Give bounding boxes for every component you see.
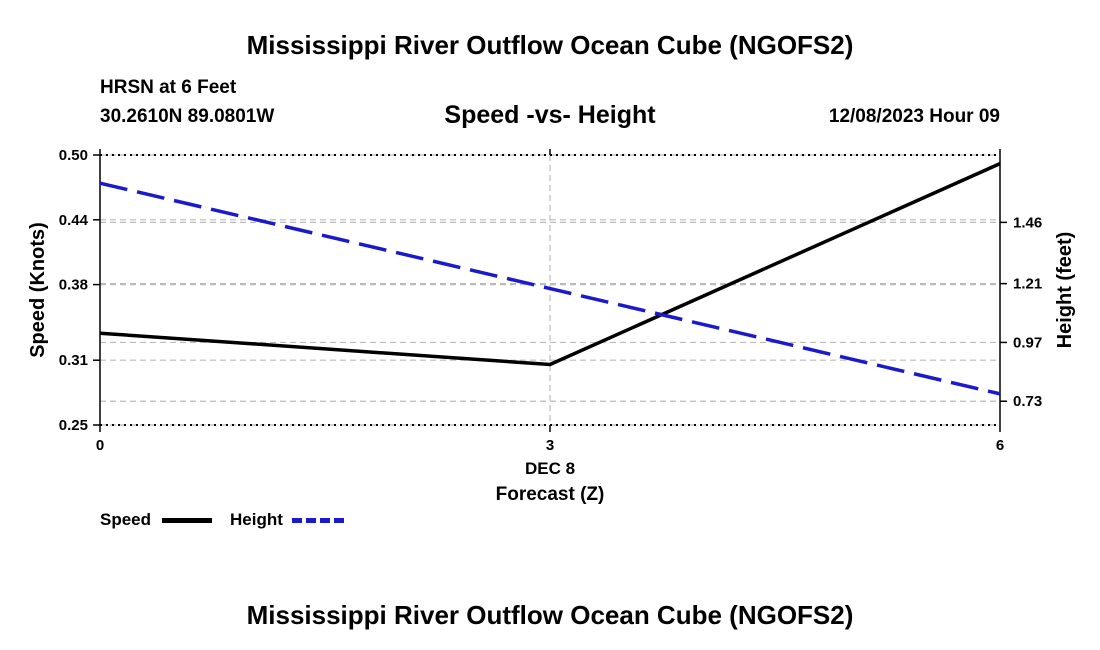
x-tick-label: 6	[996, 437, 1004, 454]
legend-height-label: Height	[230, 510, 283, 529]
chart-subtitle: Speed -vs- Height	[444, 101, 656, 129]
y-left-tick-label: 0.25	[59, 417, 88, 434]
y-right-tick-label: 0.73	[1013, 393, 1042, 410]
y-right-axis-title: Height (feet)	[1054, 232, 1076, 349]
forecast-datetime: 12/08/2023 Hour 09	[828, 106, 1000, 127]
y-right-tick-label: 0.97	[1013, 334, 1042, 351]
legend-height-line	[292, 518, 344, 523]
y-right-tick-label: 1.21	[1013, 276, 1042, 293]
x-tick-label: 0	[96, 437, 104, 454]
y-left-tick-label: 0.44	[59, 212, 89, 229]
y-left-tick-label: 0.50	[59, 147, 88, 164]
y-left-tick-label: 0.31	[59, 352, 88, 369]
x-date-label: DEC 8	[525, 459, 575, 478]
y-left-tick-label: 0.38	[59, 277, 88, 294]
series-line-speed	[99, 162, 1001, 367]
legend-speed-label: Speed	[100, 510, 152, 529]
footer-title: Mississippi River Outflow Ocean Cube (NG…	[246, 600, 854, 630]
y-right-tick-label: 1.46	[1013, 214, 1042, 231]
legend-speed-line	[162, 518, 212, 523]
x-tick-label: 3	[546, 437, 554, 454]
x-axis-title: Forecast (Z)	[496, 484, 605, 505]
y-left-axis-title: Speed (Knots)	[27, 222, 49, 358]
station-label: HRSN at 6 Feet	[100, 77, 237, 98]
station-coords: 30.2610N 89.0801W	[100, 106, 275, 127]
series-line-height	[99, 181, 1001, 396]
page-title: Mississippi River Outflow Ocean Cube (NG…	[246, 30, 854, 60]
